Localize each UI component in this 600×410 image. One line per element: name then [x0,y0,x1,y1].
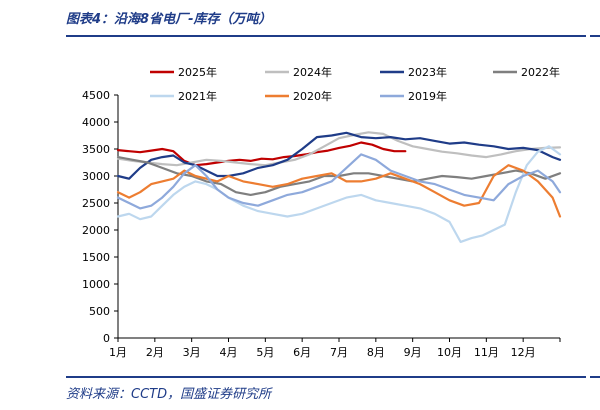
x-tick-label: 8月 [367,346,385,359]
x-tick-label: 9月 [404,346,422,359]
legend-label-2024年: 2024年 [293,65,332,79]
y-tick-label: 2500 [82,197,110,210]
x-tick-label: 11月 [474,346,499,359]
series-lines [116,131,562,243]
x-tick-label: 6月 [293,346,311,359]
bottom-rule [66,376,586,378]
top-rule [66,35,586,37]
source-note: 资料来源：CCTD，国盛证券研究所 [66,387,272,402]
series-line-2025年 [116,141,407,167]
x-tick-label: 4月 [220,346,238,359]
series-line-2024年 [116,131,562,167]
y-tick-label: 500 [89,305,110,318]
series-line-2023年 [116,131,562,180]
legend-label-2022年: 2022年 [521,65,560,79]
y-tick-label: 2000 [82,224,110,237]
legend-label-2019年: 2019年 [408,89,447,103]
legend-label-2023年: 2023年 [408,65,447,79]
axes: 0 500 1000 1500 2000 2500 3000 3500 4000 4500 1月 2月… [82,89,561,359]
y-tick-label: 4500 [82,89,110,102]
series-line-2019年 [116,153,562,210]
x-tick-label: 1月 [109,346,127,359]
y-tick-label: 3500 [82,143,110,156]
x-tick-label: 7月 [330,346,348,359]
x-tick-label: 12月 [511,346,536,359]
y-tick-label: 3000 [82,170,110,183]
x-tick-label: 2月 [146,346,164,359]
bottom-rule-tick [590,376,600,378]
x-tick-label: 5月 [256,346,274,359]
legend-label-2021年: 2021年 [178,89,217,103]
legend: 2025年 2024年 2023年 2022年 2021年 2020年 2019年 [150,65,560,103]
series-line-2020年 [116,164,562,218]
legend-label-2020年: 2020年 [293,89,332,103]
figure-title: 图表4：沿海8省电厂-库存（万吨） [66,12,272,27]
y-tick-label: 0 [103,332,110,345]
x-tick-label: 3月 [183,346,201,359]
top-rule-tick [590,35,600,37]
legend-label-2025年: 2025年 [178,65,217,79]
y-tick-label: 1500 [82,251,110,264]
x-tick-label: 10月 [437,346,462,359]
y-tick-label: 1000 [82,278,110,291]
series-line-2021年 [116,145,562,243]
y-tick-label: 4000 [82,116,110,129]
